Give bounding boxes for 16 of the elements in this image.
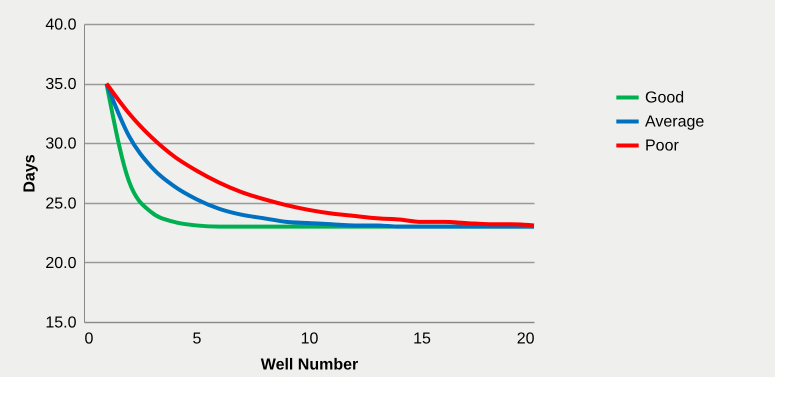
x-tick-label: 20 bbox=[516, 330, 535, 348]
y-tick-label: 15.0 bbox=[45, 314, 77, 332]
legend-label: Good bbox=[645, 90, 684, 106]
x-axis-title: Well Number bbox=[260, 356, 358, 374]
x-tick-label: 15 bbox=[413, 330, 431, 348]
y-axis-title: Days bbox=[21, 154, 38, 193]
y-tick-label: 30.0 bbox=[45, 136, 77, 153]
legend-label: Poor bbox=[645, 138, 680, 154]
x-tick-label: 0 bbox=[84, 330, 94, 348]
y-tick-label: 35.0 bbox=[45, 76, 77, 94]
y-tick-label: 40.0 bbox=[45, 16, 77, 34]
x-tick-label: 5 bbox=[192, 330, 202, 348]
y-tick-label: 25.0 bbox=[45, 195, 77, 212]
x-tick-label: 10 bbox=[300, 330, 318, 348]
y-tick-label: 20.0 bbox=[45, 254, 77, 272]
legend-label: Average bbox=[645, 114, 704, 130]
